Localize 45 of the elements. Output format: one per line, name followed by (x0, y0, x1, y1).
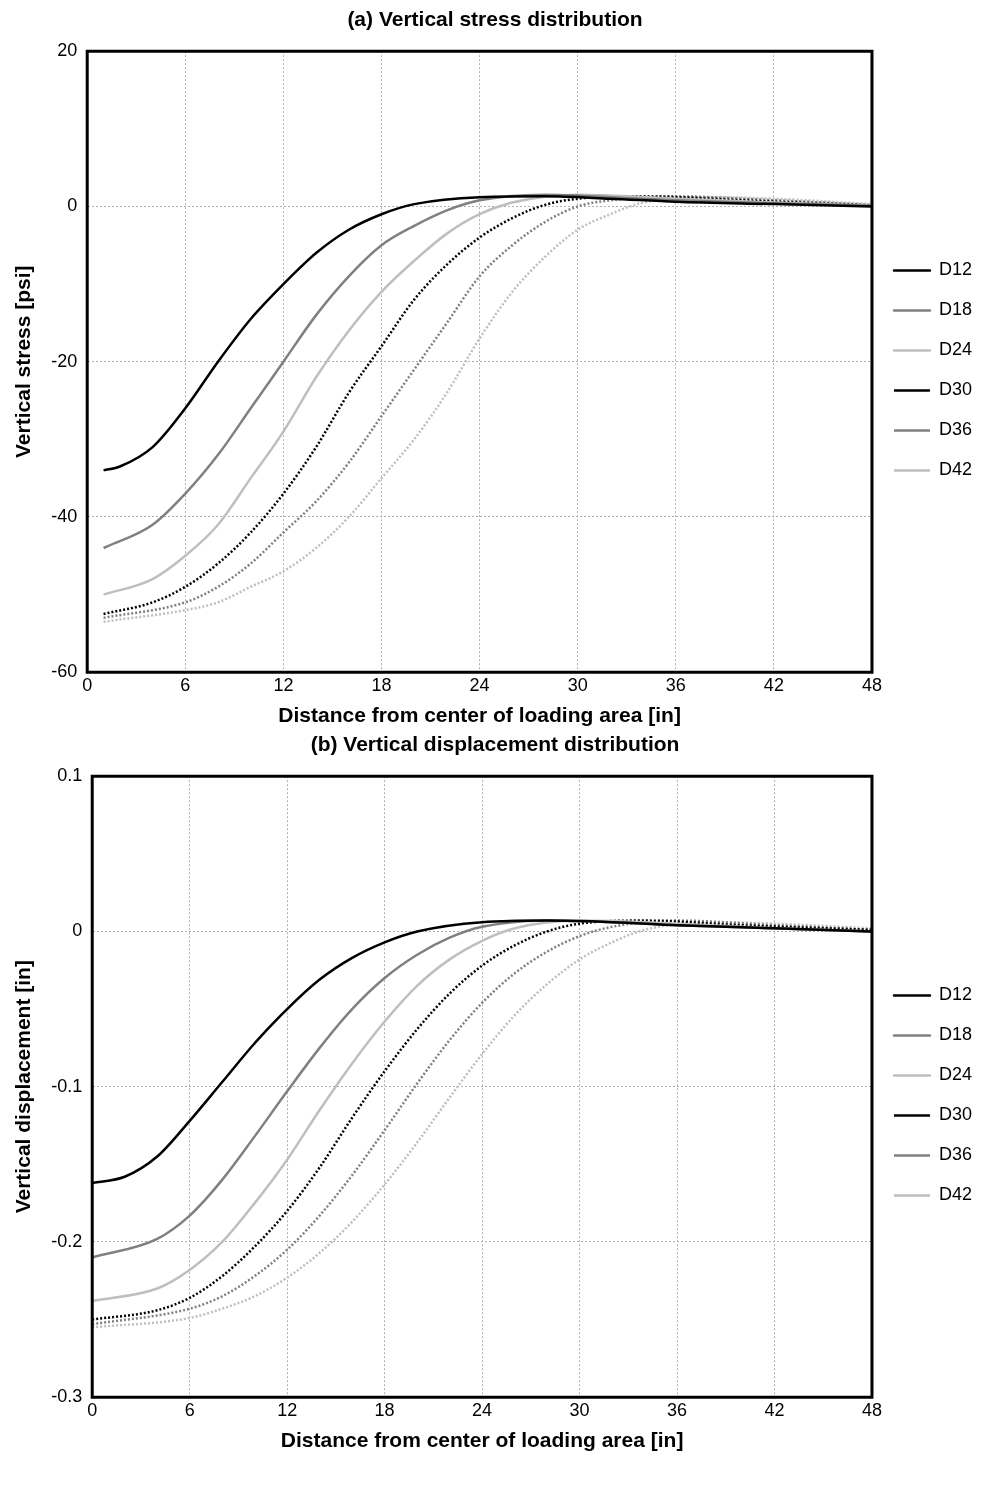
x-tick-label: 36 (665, 674, 686, 695)
legend-label: D18 (938, 299, 973, 320)
y-tick-label: 0.1 (57, 765, 83, 786)
x-tick-label: 6 (184, 1399, 195, 1420)
y-tick-label: -0.3 (51, 1386, 83, 1407)
x-tick-label: 42 (763, 674, 784, 695)
y-tick-label: -20 (51, 350, 78, 371)
x-tick-label: 24 (472, 1399, 493, 1420)
y-axis-title: Vertical displacement [in] (11, 960, 35, 1214)
x-axis-title: Distance from center of loading area [in] (278, 703, 681, 727)
x-tick-label: 30 (569, 1399, 590, 1420)
legend-label: D36 (938, 1144, 973, 1165)
legend-label: D42 (938, 459, 973, 480)
y-tick-label: -60 (51, 661, 78, 682)
x-tick-label: 12 (277, 1399, 298, 1420)
x-tick-label: 0 (87, 1399, 98, 1420)
y-tick-label: 0 (72, 920, 83, 941)
x-tick-label: 36 (667, 1399, 688, 1420)
legend-label: D30 (938, 1104, 973, 1125)
x-tick-label: 18 (374, 1399, 395, 1420)
y-axis-title: Vertical stress [psi] (11, 265, 35, 458)
x-tick-label: 18 (371, 674, 392, 695)
chart-title: (b) Vertical displacement distribution (310, 732, 680, 756)
x-axis-title: Distance from center of loading area [in] (280, 1428, 684, 1452)
x-tick-label: 12 (273, 674, 294, 695)
legend-label: D42 (938, 1184, 973, 1205)
legend-label: D24 (938, 339, 973, 360)
x-tick-label: 24 (469, 674, 490, 695)
legend-label: D18 (938, 1024, 973, 1045)
legend-label: D12 (938, 984, 973, 1005)
y-tick-label: -40 (51, 505, 78, 526)
y-tick-label: 0 (67, 195, 78, 216)
y-tick-label: -0.1 (51, 1075, 83, 1096)
legend-label: D12 (938, 259, 973, 280)
x-tick-label: 42 (764, 1399, 785, 1420)
x-tick-label: 6 (180, 674, 191, 695)
chart-title: (a) Vertical stress distribution (347, 7, 643, 31)
x-tick-label: 30 (567, 674, 588, 695)
y-tick-label: 20 (57, 40, 78, 61)
y-tick-label: -0.2 (51, 1230, 83, 1251)
x-tick-label: 48 (861, 674, 882, 695)
legend-label: D36 (938, 419, 973, 440)
legend-label: D30 (938, 379, 973, 400)
legend-label: D24 (938, 1064, 973, 1085)
x-tick-label: 48 (861, 1399, 882, 1420)
